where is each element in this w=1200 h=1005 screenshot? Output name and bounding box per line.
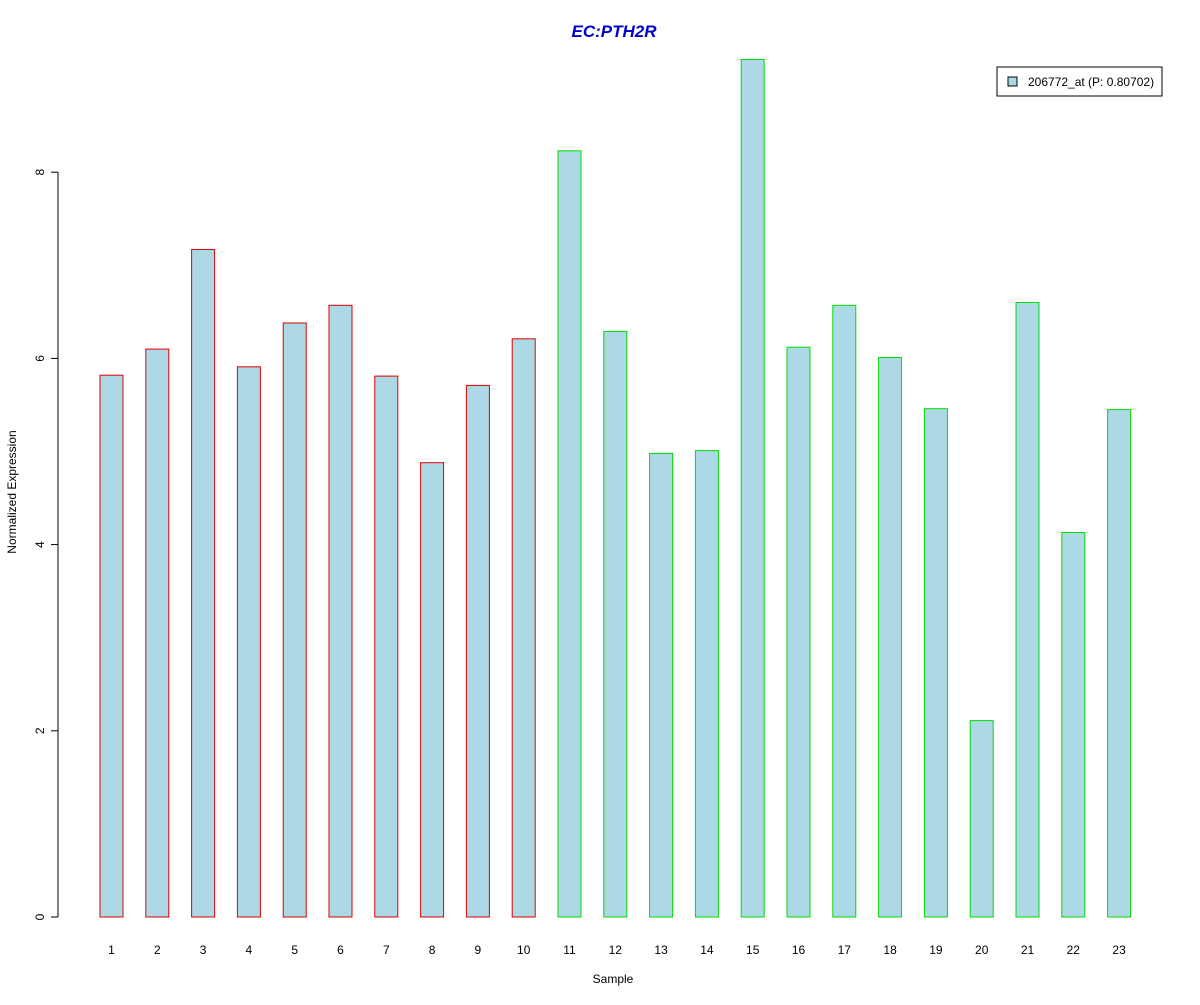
legend-label: 206772_at (P: 0.80702) [1028,75,1154,89]
x-tick-label-17: 17 [838,943,852,957]
x-tick-label-1: 1 [108,943,115,957]
bar-sample-20 [969,720,994,918]
bar-sample-6 [328,304,353,918]
bar-sample-19 [923,408,948,918]
x-tick-label-23: 23 [1112,943,1126,957]
x-tick-labels: 1 2 3 4 5 6 7 8 9 10 11 12 13 14 15 16 17 18 19 20 21 22 23 [108,943,1126,957]
bar-sample-8 [420,462,445,918]
y-tick-label: 6 [33,355,47,362]
x-tick-label-13: 13 [654,943,668,957]
x-tick-label-4: 4 [246,943,253,957]
bar-sample-2 [145,348,170,918]
y-tick-label: 2 [33,727,47,734]
bar-sample-9 [465,384,490,918]
x-tick-label-21: 21 [1021,943,1035,957]
bar-sample-5 [282,322,307,918]
y-axis: 0 2 4 6 8 [33,169,59,920]
x-tick-label-9: 9 [475,943,482,957]
bar-sample-18 [878,357,903,918]
bar-sample-4 [236,366,261,918]
bar-sample-12 [603,330,628,918]
bars-group [99,59,1132,918]
y-tick-label: 8 [33,169,47,176]
bar-sample-21 [1015,302,1040,918]
x-tick-label-22: 22 [1067,943,1081,957]
x-tick-label-10: 10 [517,943,531,957]
bar-sample-22 [1061,532,1086,918]
y-tick-label: 0 [33,913,47,920]
bar-sample-14 [694,450,719,918]
x-tick-label-12: 12 [609,943,623,957]
x-tick-label-15: 15 [746,943,760,957]
x-tick-label-6: 6 [337,943,344,957]
bar-sample-1 [99,374,124,918]
legend: 206772_at (P: 0.80702) [996,66,1163,97]
bar-sample-15 [740,59,765,918]
bar-sample-16 [786,346,811,918]
bar-sample-11 [557,150,582,918]
x-tick-label-3: 3 [200,943,207,957]
y-axis-title: Normalized Expression [5,430,19,553]
x-tick-label-5: 5 [291,943,298,957]
legend-box [996,66,1163,97]
y-tick-label: 4 [33,541,47,548]
x-tick-label-19: 19 [929,943,943,957]
bar-sample-3 [191,249,216,918]
bar-sample-23 [1107,409,1132,918]
x-tick-label-11: 11 [563,943,576,957]
legend-swatch [1007,76,1018,87]
bar-sample-13 [649,452,674,918]
bar-sample-17 [832,304,857,918]
x-tick-label-8: 8 [429,943,436,957]
x-tick-label-7: 7 [383,943,390,957]
x-tick-label-18: 18 [883,943,897,957]
x-tick-label-20: 20 [975,943,989,957]
bar-sample-10 [511,338,536,918]
x-tick-label-2: 2 [154,943,161,957]
x-tick-label-14: 14 [700,943,714,957]
bar-sample-7 [374,375,399,918]
chart-title: EC:PTH2R [571,22,657,41]
x-axis-title: Sample [593,972,634,986]
x-tick-label-16: 16 [792,943,806,957]
